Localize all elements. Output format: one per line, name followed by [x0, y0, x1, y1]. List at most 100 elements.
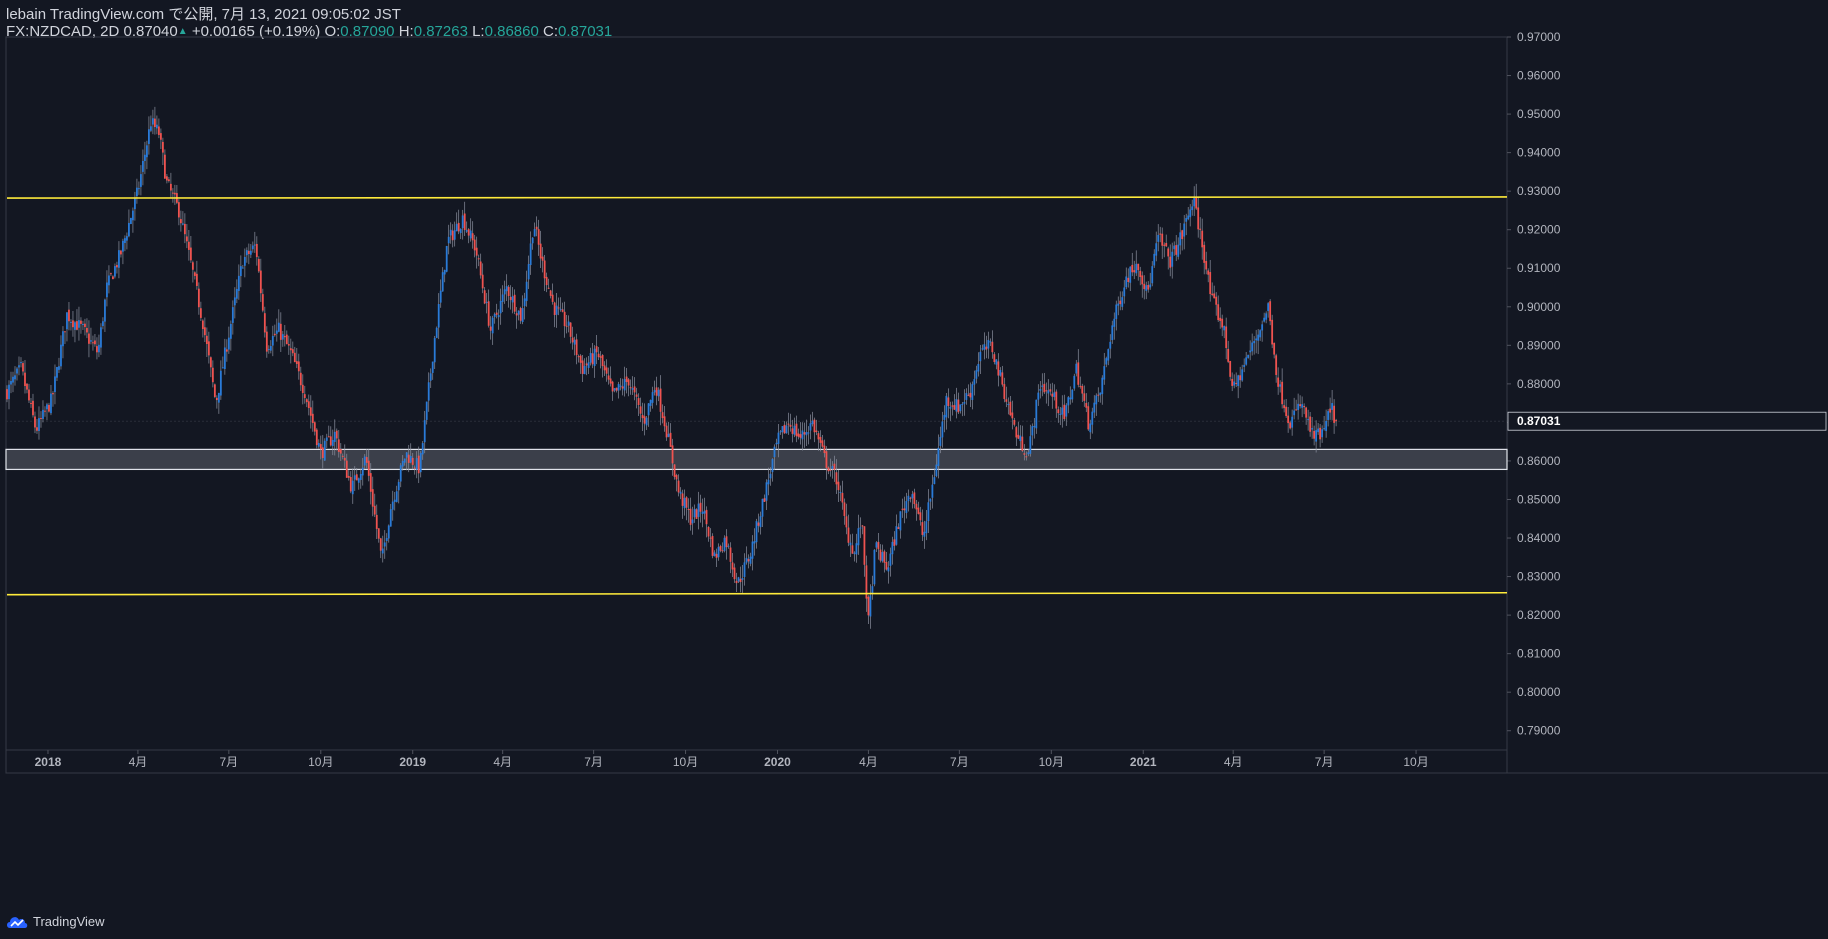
- candle-body: [973, 379, 976, 385]
- candle-body: [489, 326, 492, 331]
- candle-body: [501, 294, 504, 302]
- candle-body: [1047, 390, 1050, 394]
- candle-body: [1043, 383, 1046, 393]
- candle-body: [797, 433, 800, 437]
- candle-body: [1281, 381, 1284, 405]
- candle-body: [777, 432, 780, 444]
- candle-body: [839, 491, 842, 493]
- candle-body: [315, 429, 318, 446]
- candle-body: [323, 440, 326, 461]
- candle-body: [509, 296, 512, 301]
- candle-body: [905, 501, 908, 513]
- candle-body: [761, 498, 764, 517]
- candle-body: [271, 335, 274, 346]
- candle-body: [1203, 244, 1206, 263]
- candle-body: [337, 439, 340, 452]
- support-zone[interactable]: [5, 448, 1508, 471]
- candle-body: [1129, 266, 1132, 283]
- candle-body: [681, 493, 684, 506]
- candle-body: [367, 460, 370, 476]
- candle-body: [491, 317, 494, 334]
- upper-resistance-line[interactable]: [6, 196, 1508, 199]
- candle-body: [1111, 325, 1114, 341]
- candle-body: [229, 323, 232, 339]
- y-tick-label: 0.82000: [1517, 608, 1561, 622]
- candle-body: [1053, 392, 1056, 398]
- candle-body: [513, 294, 516, 312]
- candle-body: [725, 536, 728, 548]
- candle-body: [10, 381, 12, 385]
- candle-body: [537, 229, 540, 245]
- footer-brand[interactable]: TradingView: [6, 914, 105, 929]
- candle-body: [120, 250, 122, 255]
- candle-body: [1277, 377, 1280, 387]
- candle-body: [609, 378, 612, 384]
- candle-body: [1089, 423, 1092, 433]
- x-tick-label: 4月: [493, 755, 512, 769]
- candle-body: [1279, 384, 1282, 387]
- candle-body: [138, 188, 140, 190]
- candle-body: [545, 276, 548, 286]
- candle-body: [345, 460, 348, 478]
- candle-body: [6, 389, 8, 400]
- candle-body: [731, 562, 734, 570]
- candle-body: [1197, 207, 1200, 230]
- candle-body: [869, 595, 872, 617]
- candle-body: [1325, 420, 1328, 432]
- candle-body: [643, 416, 646, 424]
- candle-body: [687, 508, 690, 511]
- candle-body: [313, 422, 316, 432]
- x-tick-label: 4月: [1224, 755, 1243, 769]
- candle-body: [1115, 304, 1118, 319]
- candle-body: [747, 559, 750, 562]
- candle-body: [1237, 375, 1240, 387]
- candle-body: [765, 482, 768, 501]
- y-tick-label: 0.79000: [1517, 724, 1561, 738]
- candle-body: [929, 498, 932, 502]
- candle-body: [859, 527, 862, 529]
- up-arrow-icon: ▲: [177, 26, 188, 37]
- candle-body: [923, 531, 926, 537]
- candle-body: [809, 423, 812, 431]
- candle-body: [743, 562, 746, 577]
- candle-body: [693, 508, 696, 518]
- footer-brand-label: TradingView: [33, 914, 105, 929]
- candle-body: [547, 287, 550, 289]
- candle-body: [155, 124, 158, 129]
- candle-body: [867, 596, 870, 616]
- candle-body: [1011, 412, 1014, 419]
- candle-body: [937, 447, 940, 466]
- candle-body: [901, 508, 904, 510]
- candle-body: [311, 413, 314, 423]
- candle-body: [399, 465, 402, 482]
- candle-body: [493, 314, 496, 317]
- candle-body: [521, 308, 524, 323]
- candle-body: [479, 261, 482, 276]
- candle-body: [1261, 324, 1264, 331]
- candle-body: [297, 361, 300, 372]
- candle-body: [1123, 287, 1126, 297]
- candle-body: [44, 410, 46, 412]
- candle-body: [1063, 404, 1066, 420]
- candle-body: [201, 320, 204, 330]
- y-tick-label: 0.85000: [1517, 492, 1561, 506]
- candle-body: [38, 418, 40, 432]
- close-label: C:: [543, 23, 559, 40]
- symbol-name[interactable]: FX:NZDCAD, 2D: [6, 23, 120, 40]
- candle-body: [599, 356, 602, 358]
- candle-body: [917, 507, 920, 514]
- candle-body: [703, 510, 706, 514]
- candle-body: [957, 399, 960, 413]
- candle-body: [140, 174, 142, 187]
- candle-body: [319, 444, 322, 450]
- lower-support-line[interactable]: [6, 591, 1508, 596]
- x-tick-label: 10月: [308, 755, 333, 769]
- candle-body: [1177, 244, 1180, 257]
- candle-body: [577, 356, 580, 358]
- candle-body: [1001, 372, 1004, 385]
- candle-body: [641, 414, 644, 419]
- candle-body: [519, 308, 522, 321]
- candle-body: [1101, 377, 1104, 394]
- y-tick-label: 0.91000: [1517, 261, 1561, 275]
